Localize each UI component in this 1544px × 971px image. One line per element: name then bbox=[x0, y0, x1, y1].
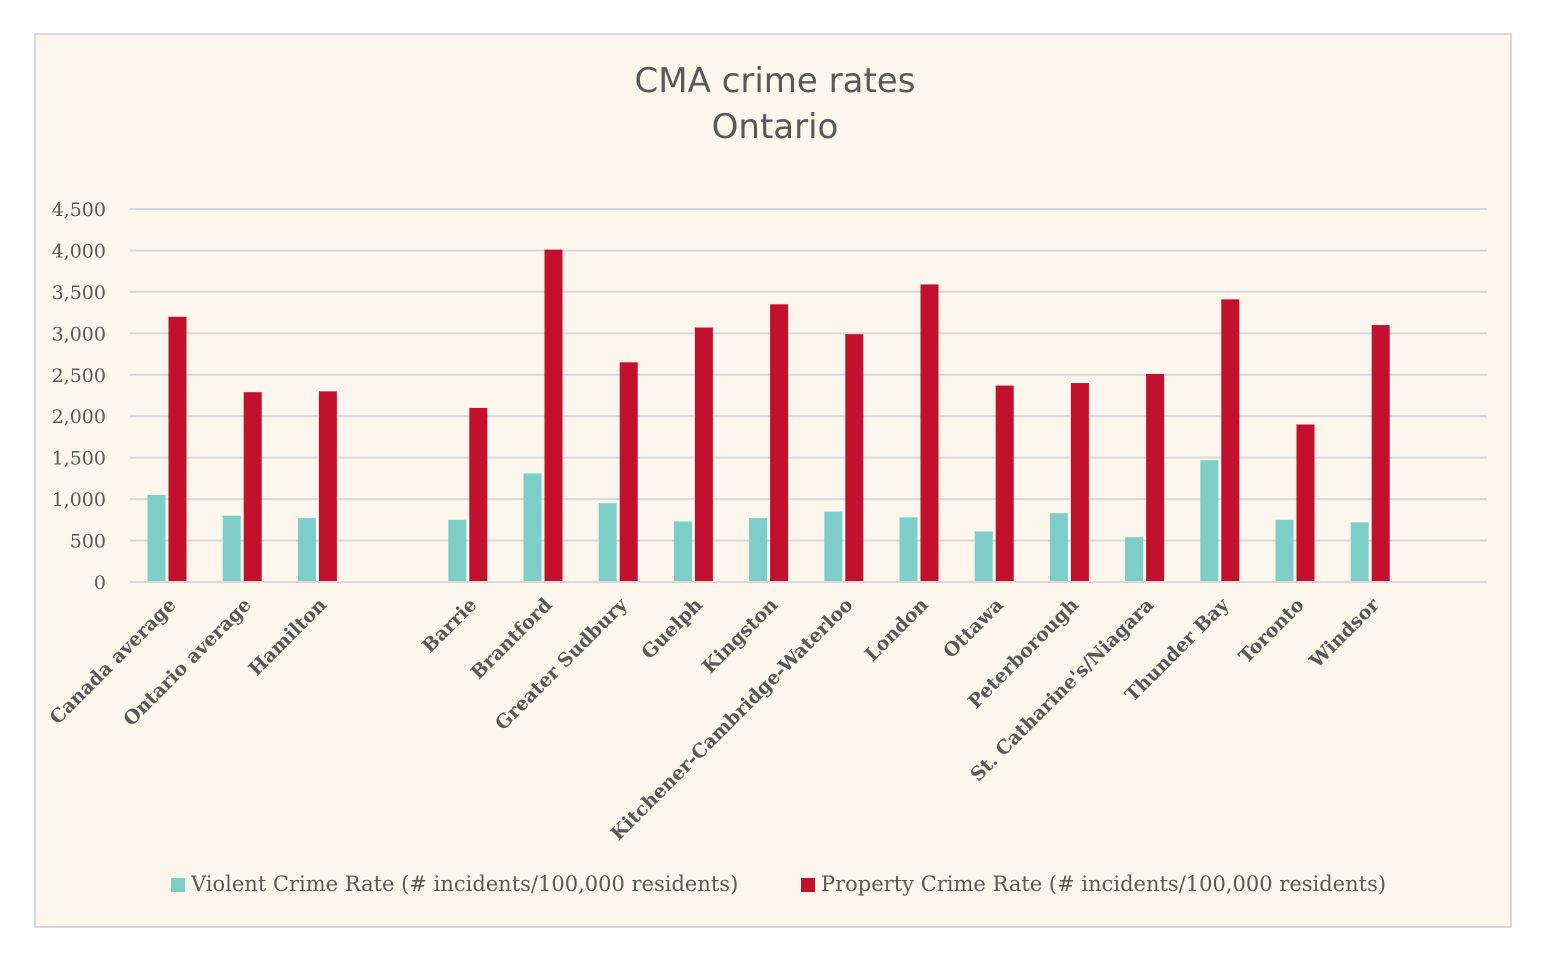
legend-swatch bbox=[801, 878, 815, 892]
bar-violent bbox=[1049, 513, 1068, 582]
x-tick-label: Greater Sudbury bbox=[491, 593, 632, 734]
bar-violent bbox=[1275, 519, 1294, 582]
bar-property bbox=[1296, 424, 1315, 582]
bar-violent bbox=[749, 518, 768, 582]
x-tick-label: Hamilton bbox=[245, 594, 331, 680]
bar-violent bbox=[1125, 537, 1144, 582]
bar-property bbox=[1221, 299, 1240, 582]
bar-property bbox=[619, 362, 638, 582]
x-tick-label: Ottawa bbox=[939, 594, 1008, 663]
bar-violent bbox=[824, 511, 843, 582]
y-tick-label: 4,500 bbox=[52, 199, 106, 221]
y-tick-label: 3,500 bbox=[52, 282, 106, 304]
x-tick-label: Windsor bbox=[1305, 593, 1385, 673]
bar-violent bbox=[598, 503, 617, 582]
bar-property bbox=[770, 304, 789, 582]
bar-property bbox=[845, 334, 864, 582]
bar-property bbox=[168, 316, 187, 582]
bar-property bbox=[243, 392, 262, 582]
bar-violent bbox=[974, 531, 993, 582]
chart-title: CMA crime rates bbox=[635, 61, 916, 101]
bar-property bbox=[1146, 373, 1165, 582]
legend: Violent Crime Rate (# incidents/100,000 … bbox=[171, 872, 1386, 896]
bar-violent bbox=[899, 517, 918, 582]
x-tick-label: Toronto bbox=[1235, 594, 1309, 668]
bar-violent bbox=[523, 473, 542, 582]
chart-frame: CMA crime rates Ontario 0 500 1,000 1,500 2,… bbox=[34, 33, 1512, 928]
bar-violent bbox=[222, 515, 241, 582]
grid-lines bbox=[130, 208, 1487, 542]
bar-violent bbox=[1200, 460, 1219, 582]
y-tick-label: 2,500 bbox=[52, 365, 106, 387]
x-tick-label: Ontario average bbox=[119, 594, 256, 731]
y-tick-label: 3,000 bbox=[52, 323, 106, 345]
legend-label: Violent Crime Rate (# incidents/100,000 … bbox=[190, 872, 738, 896]
y-tick-label: 1,000 bbox=[52, 489, 106, 511]
y-tick-label: 4,000 bbox=[52, 240, 106, 262]
legend-label: Property Crime Rate (# incidents/100,000… bbox=[821, 872, 1386, 896]
bar-property bbox=[920, 284, 939, 582]
bar-violent bbox=[1350, 522, 1369, 582]
bar-property bbox=[469, 407, 488, 582]
bar-property bbox=[318, 391, 337, 582]
bar-property bbox=[694, 327, 713, 582]
bar-violent bbox=[448, 519, 467, 582]
bar-violent bbox=[297, 518, 316, 582]
y-tick-label: 500 bbox=[70, 531, 106, 553]
x-tick-label: Canada average bbox=[46, 594, 181, 729]
x-tick-label: Guelph bbox=[637, 594, 707, 664]
y-tick-label: 2,000 bbox=[52, 406, 106, 428]
bar-property bbox=[995, 385, 1014, 582]
y-tick-label: 0 bbox=[94, 572, 106, 594]
bar-property bbox=[1371, 325, 1390, 582]
bar-property bbox=[1070, 383, 1089, 582]
bar-violent bbox=[147, 494, 166, 582]
bar-violent bbox=[673, 521, 692, 582]
chart-subtitle: Ontario bbox=[712, 107, 839, 147]
x-tick-label: Barrie bbox=[418, 594, 481, 657]
chart-svg: CMA crime rates Ontario 0 500 1,000 1,500 2,… bbox=[46, 61, 1487, 896]
x-tick-label: London bbox=[861, 594, 933, 666]
bar-property bbox=[544, 249, 563, 583]
y-axis-ticks: 0 500 1,000 1,500 2,000 2,500 3,000 3,500 4,000 4… bbox=[52, 199, 106, 594]
bars bbox=[147, 249, 1390, 583]
y-tick-label: 1,500 bbox=[52, 448, 106, 470]
legend-swatch bbox=[171, 878, 185, 892]
